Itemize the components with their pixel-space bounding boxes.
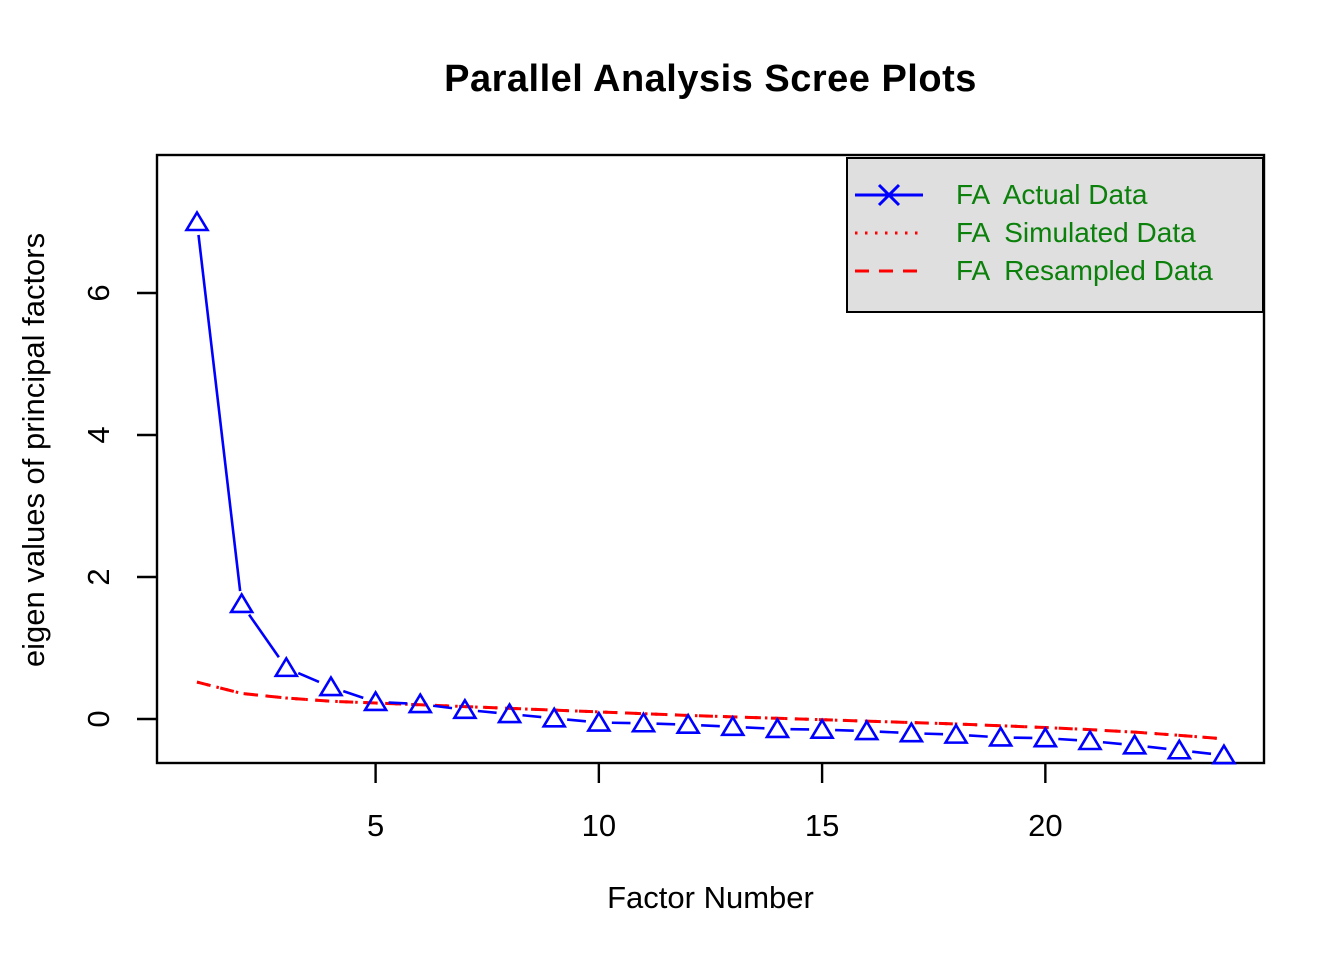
actual-data-line-segment — [879, 730, 899, 734]
actual-data-line-segment — [1192, 750, 1212, 756]
legend-label: FA Simulated Data — [956, 217, 1196, 248]
simulated-data-line — [196, 680, 1225, 741]
x-axis-label: Factor Number — [607, 880, 814, 915]
actual-data-line-segment — [835, 728, 854, 732]
y-tick-label: 4 — [81, 426, 116, 443]
actual-data-marker — [630, 711, 657, 733]
legend: FA Actual Data FA Simulated Data FA Resamp… — [846, 157, 1264, 313]
actual-data-line-segment — [1102, 740, 1122, 746]
actual-data-marker — [1166, 738, 1193, 760]
actual-data-line-segment — [968, 734, 988, 738]
actual-data-marker — [586, 710, 612, 732]
actual-data-marker — [407, 692, 434, 714]
y-tick-label: 0 — [81, 710, 116, 727]
actual-data-marker — [496, 702, 523, 724]
legend-item: FA Actual Data — [848, 176, 1262, 214]
x-cross-icon — [877, 183, 901, 207]
actual-data-marker — [452, 697, 478, 720]
x-tick-label: 15 — [805, 808, 839, 843]
actual-data-line-segment — [567, 718, 587, 723]
legend-item: FA Simulated Data — [848, 214, 1262, 252]
actual-data-marker — [228, 591, 255, 614]
legend-swatch-dashed — [855, 269, 923, 273]
plot-box — [155, 153, 1266, 765]
legend-label: FA Resampled Data — [956, 255, 1213, 286]
legend-swatch-dotted — [855, 231, 923, 235]
actual-data-line-segment — [248, 613, 280, 658]
actual-data-marker — [853, 719, 880, 741]
actual-data-line-segment — [477, 709, 497, 715]
actual-data-marker — [764, 716, 791, 739]
actual-data-line-segment — [197, 234, 242, 592]
actual-data-marker — [809, 717, 835, 739]
actual-data-marker — [362, 689, 389, 712]
actual-data-marker — [675, 712, 701, 734]
actual-data-line-segment — [745, 726, 765, 730]
actual-data-line-segment — [1147, 745, 1167, 751]
actual-data-line-segment — [701, 724, 720, 728]
actual-data-marker — [987, 725, 1014, 747]
actual-data-line-segment — [297, 671, 320, 684]
actual-data-line-segment — [342, 689, 364, 700]
actual-data-marker — [541, 706, 567, 728]
legend-label: FA Actual Data — [956, 179, 1148, 210]
actual-data-marker — [1211, 743, 1237, 765]
actual-data-line-segment — [388, 701, 408, 705]
x-tick-label: 5 — [367, 808, 384, 843]
resampled-data-line — [196, 680, 1225, 741]
actual-data-marker — [943, 722, 969, 744]
actual-data-marker — [720, 714, 746, 737]
actual-data-line-segment — [432, 704, 453, 710]
actual-data-marker — [1121, 733, 1148, 755]
actual-data-marker — [184, 209, 210, 232]
x-tick-label: 20 — [1028, 808, 1062, 843]
actual-data-marker — [1077, 728, 1103, 751]
actual-data-marker — [1032, 726, 1059, 748]
actual-data-marker — [273, 655, 300, 678]
actual-data-line-segment — [924, 732, 944, 736]
chart-title: Parallel Analysis Scree Plots — [444, 58, 977, 100]
actual-data-marker — [898, 721, 925, 743]
x-tick-label: 10 — [582, 808, 616, 843]
legend-swatch-solid-broken-at-points — [855, 183, 923, 207]
actual-data-line-segment — [656, 722, 676, 726]
actual-data-line-segment — [522, 713, 542, 719]
y-tick-label: 2 — [81, 568, 116, 585]
legend-item: FA Resampled Data — [848, 252, 1262, 290]
actual-data-line-segment — [1058, 737, 1078, 742]
actual-data-marker — [318, 675, 344, 697]
y-tick-label: 6 — [81, 284, 116, 301]
